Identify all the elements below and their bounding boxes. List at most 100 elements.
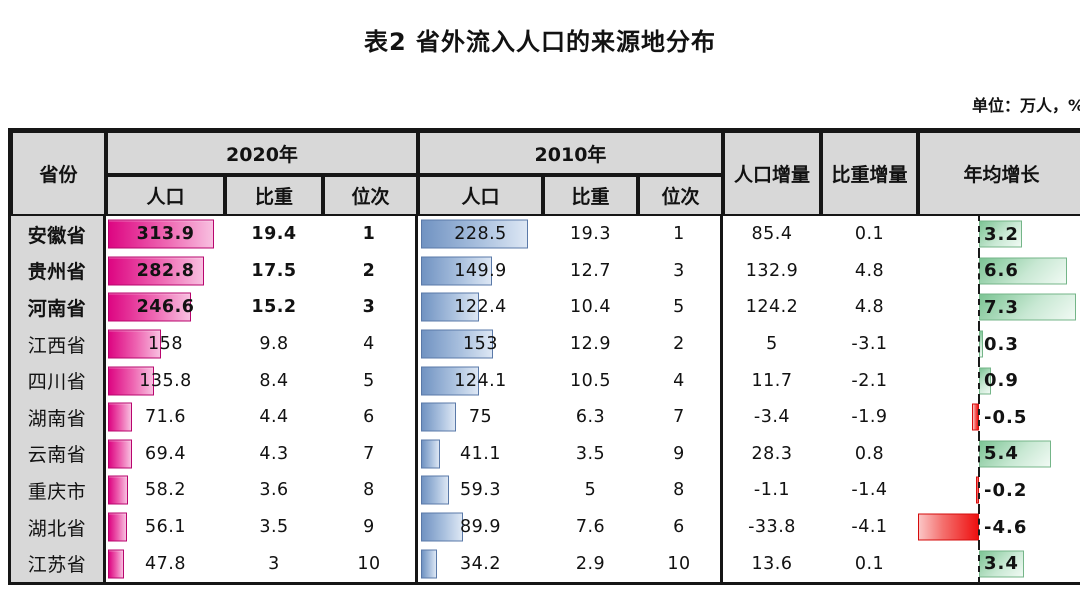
growth-value: 0.3 <box>984 333 1019 355</box>
delta-share-value: -1.9 <box>851 407 888 428</box>
pop2020-value: 56.1 <box>145 517 186 538</box>
growth-value: 5.4 <box>984 443 1019 465</box>
pop2020-data-bar <box>108 475 128 505</box>
share2010-value: 12.9 <box>570 334 611 355</box>
delta-share-cell: -4.1 <box>821 509 918 546</box>
delta-share-cell: 4.8 <box>821 289 918 326</box>
share2010-value: 7.6 <box>575 517 606 538</box>
province-label: 江苏省 <box>27 554 87 577</box>
pop2020-value: 47.8 <box>145 553 186 574</box>
pop2010-cell: 89.9 <box>418 509 543 546</box>
province-cell: 河南省 <box>11 289 106 326</box>
share2010-cell: 3.5 <box>543 436 638 473</box>
pop2010-cell: 122.4 <box>418 289 543 326</box>
share2020-value: 3 <box>268 553 280 574</box>
pop2010-value: 41.1 <box>460 443 501 464</box>
delta-share-value: -2.1 <box>851 370 888 391</box>
pop2020-value: 313.9 <box>136 224 195 245</box>
province-label: 湖南省 <box>27 407 87 430</box>
share2010-cell: 6.3 <box>543 399 638 436</box>
share2010-cell: 10.5 <box>543 362 638 399</box>
rank2010-cell: 1 <box>638 216 723 253</box>
delta-pop-value: 124.2 <box>745 297 799 318</box>
delta-pop-cell: 28.3 <box>723 436 821 473</box>
delta-share-value: 0.1 <box>854 553 885 574</box>
rank2020-value: 9 <box>363 517 375 538</box>
province-cell: 四川省 <box>11 362 106 399</box>
pop2020-cell: 71.6 <box>106 399 225 436</box>
rank2010-value: 8 <box>673 480 685 501</box>
rank2020-cell: 7 <box>323 435 418 473</box>
pop2010-value: 228.5 <box>454 224 507 245</box>
province-cell: 贵州省 <box>11 252 106 290</box>
growth-cell: 0.9 <box>918 361 1080 400</box>
delta-share-cell: 0.8 <box>821 436 918 473</box>
share2020-value: 3.6 <box>259 480 289 501</box>
table-row: 重庆市 58.2 3.6 8 59.3 5 8 -1.1 -1.4 - <box>11 471 1080 510</box>
header-pop-2010: 人口 <box>418 175 543 216</box>
share2010-value: 5 <box>584 480 597 501</box>
rank2020-value: 8 <box>363 480 375 501</box>
pop2020-data-bar <box>108 549 125 579</box>
growth-cell: -0.2 <box>918 471 1080 510</box>
share2020-value: 3.5 <box>259 517 289 538</box>
share2020-value: 9.8 <box>259 334 289 355</box>
rank2010-value: 1 <box>673 224 685 245</box>
pop2020-cell: 47.8 <box>106 545 225 582</box>
share2010-value: 10.5 <box>570 370 611 391</box>
pop2020-data-bar <box>108 366 154 396</box>
pop2010-value: 59.3 <box>460 480 501 501</box>
share2010-value: 19.3 <box>570 224 611 245</box>
growth-cell: 0.3 <box>918 324 1080 363</box>
growth-cell: 3.2 <box>918 215 1080 254</box>
pop2010-cell: 34.2 <box>418 545 543 582</box>
rank2010-cell: 10 <box>638 545 723 582</box>
delta-pop-cell: 11.7 <box>723 362 821 399</box>
delta-share-cell: -1.4 <box>821 472 918 509</box>
share2020-value: 17.5 <box>251 260 297 281</box>
delta-share-cell: 4.8 <box>821 253 918 290</box>
pop2020-value: 58.2 <box>145 480 186 501</box>
header-group-2020: 2020年 <box>106 131 418 175</box>
growth-value: -0.5 <box>984 406 1028 428</box>
share2010-value: 3.5 <box>575 443 606 464</box>
header-share-2020: 比重 <box>225 175 323 216</box>
delta-share-value: 0.8 <box>854 443 885 464</box>
pop2010-cell: 59.3 <box>418 472 543 509</box>
header-share-2010: 比重 <box>543 175 638 216</box>
province-cell: 湖北省 <box>11 508 106 546</box>
pop2010-data-bar <box>421 439 441 469</box>
header-rank-2020: 位次 <box>323 175 418 216</box>
delta-pop-value: -1.1 <box>753 480 791 501</box>
pop2010-cell: 153 <box>418 326 543 363</box>
rank2020-cell: 2 <box>323 252 418 290</box>
growth-data-bar <box>972 403 980 431</box>
rank2010-cell: 2 <box>638 325 723 363</box>
province-cell: 湖南省 <box>11 398 106 436</box>
delta-pop-value: 11.7 <box>751 370 793 391</box>
share2010-cell: 12.7 <box>543 253 638 290</box>
share2010-cell: 12.9 <box>543 326 638 363</box>
pop2020-cell: 56.1 <box>106 509 225 546</box>
table-row: 四川省 135.8 8.4 5 124.1 10.5 4 11.7 -2.1 <box>11 361 1080 400</box>
rank2010-value: 9 <box>673 443 685 464</box>
share2020-cell: 3.6 <box>225 472 323 509</box>
pop2010-cell: 149.9 <box>418 253 543 290</box>
share2020-value: 15.2 <box>251 297 297 318</box>
table-row: 江西省 158 9.8 4 153 12.9 2 5 -3.1 0.3 <box>11 324 1080 363</box>
header-pop-2020: 人口 <box>106 175 225 216</box>
rank2010-value: 7 <box>673 407 685 428</box>
growth-value: 3.4 <box>984 553 1019 575</box>
rank2010-value: 10 <box>667 553 691 574</box>
header-group-2010: 2010年 <box>418 131 723 175</box>
share2010-cell: 7.6 <box>543 509 638 546</box>
province-label: 河南省 <box>27 297 87 320</box>
delta-pop-cell: -33.8 <box>723 509 821 546</box>
data-table: 省份 2020年 2010年 人口增量 比重增量 年均增长 人口 比重 位次 人… <box>8 128 1080 585</box>
province-label: 湖北省 <box>27 517 87 540</box>
pop2020-value: 246.6 <box>136 297 195 318</box>
delta-pop-cell: 124.2 <box>723 289 821 326</box>
pop2020-data-bar <box>108 512 127 542</box>
rank2020-value: 6 <box>363 407 375 428</box>
share2020-cell: 4.4 <box>225 399 323 436</box>
